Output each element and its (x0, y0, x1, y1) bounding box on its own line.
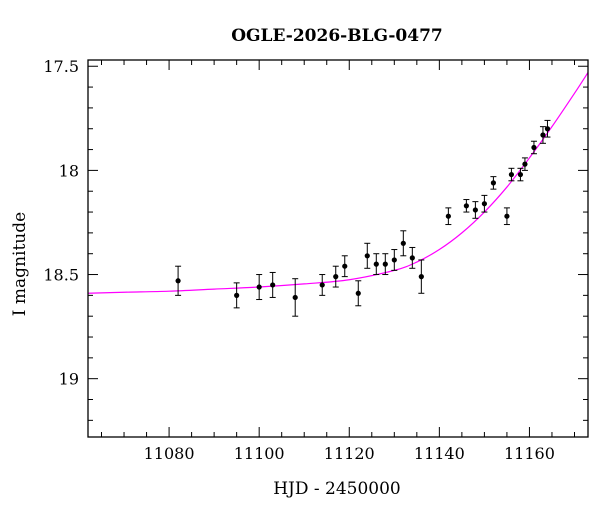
y-axis-label: I magnitude (10, 212, 30, 316)
point-marker (463, 203, 469, 209)
point-marker (481, 201, 487, 207)
point-marker (517, 171, 524, 178)
data-point (530, 140, 537, 155)
data-point (481, 194, 488, 213)
point-marker (292, 294, 298, 301)
point-marker (490, 180, 497, 186)
point-marker (256, 284, 262, 290)
point-marker (522, 161, 528, 167)
point-marker (333, 274, 339, 280)
data-point (292, 278, 299, 317)
y-tick-label: 19 (59, 370, 79, 389)
point-marker (175, 278, 181, 284)
data-point (445, 207, 452, 226)
x-tick-label: 11080 (144, 444, 195, 463)
data-point (539, 126, 546, 144)
axis-ticks (88, 60, 588, 437)
data-point (364, 242, 371, 269)
x-tick-label: 11120 (324, 444, 375, 463)
point-marker (373, 261, 379, 267)
model-curve-line (87, 72, 589, 294)
data-point (400, 230, 407, 257)
point-marker (355, 290, 361, 296)
data-point (373, 253, 380, 276)
point-marker (319, 282, 325, 288)
x-axis-label: HJD - 2450000 (273, 479, 401, 499)
data-point (409, 246, 416, 269)
data-point (256, 274, 263, 301)
x-tick-labels: 11080 11100 11120 11140 11160 (144, 444, 555, 463)
data-point (319, 274, 326, 296)
point-marker (531, 144, 537, 151)
data-point (355, 280, 362, 307)
point-marker (544, 126, 551, 132)
data-point (233, 282, 240, 309)
point-marker (418, 274, 424, 280)
x-tick-label: 11140 (414, 444, 465, 463)
x-tick-label: 11100 (234, 444, 285, 463)
data-point (508, 167, 515, 182)
y-tick-label: 18 (59, 161, 79, 180)
y-tick-label: 17.5 (43, 57, 79, 76)
point-marker (504, 213, 510, 219)
point-marker (234, 292, 240, 298)
data-point (544, 119, 551, 138)
y-tick-labels: 17.5 18 18.5 19 (43, 57, 79, 388)
data-point (391, 249, 398, 271)
data-point (175, 265, 182, 296)
plot-frame (87, 59, 589, 438)
data-point (490, 176, 497, 190)
point-marker (409, 255, 415, 261)
point-marker (472, 207, 478, 213)
point-marker (400, 240, 406, 246)
data-points (175, 119, 551, 317)
data-point (269, 271, 276, 298)
x-tick-label: 11160 (504, 444, 555, 463)
point-marker (540, 132, 546, 138)
point-marker (364, 253, 370, 259)
point-marker (342, 263, 348, 269)
data-point (341, 255, 348, 278)
data-point (517, 167, 524, 182)
data-point (418, 259, 425, 294)
data-point (463, 199, 470, 213)
y-tick-label: 18.5 (43, 266, 79, 285)
point-marker (270, 282, 276, 288)
point-marker (382, 261, 388, 267)
data-point (503, 207, 510, 226)
point-marker (391, 257, 397, 263)
model-curve (87, 72, 589, 294)
point-marker (508, 171, 515, 178)
data-point (332, 265, 339, 288)
data-point (521, 157, 528, 171)
chart-title: OGLE-2026-BLG-0477 (231, 26, 443, 46)
data-point (472, 201, 479, 219)
point-marker (445, 213, 451, 219)
data-point (382, 253, 389, 276)
